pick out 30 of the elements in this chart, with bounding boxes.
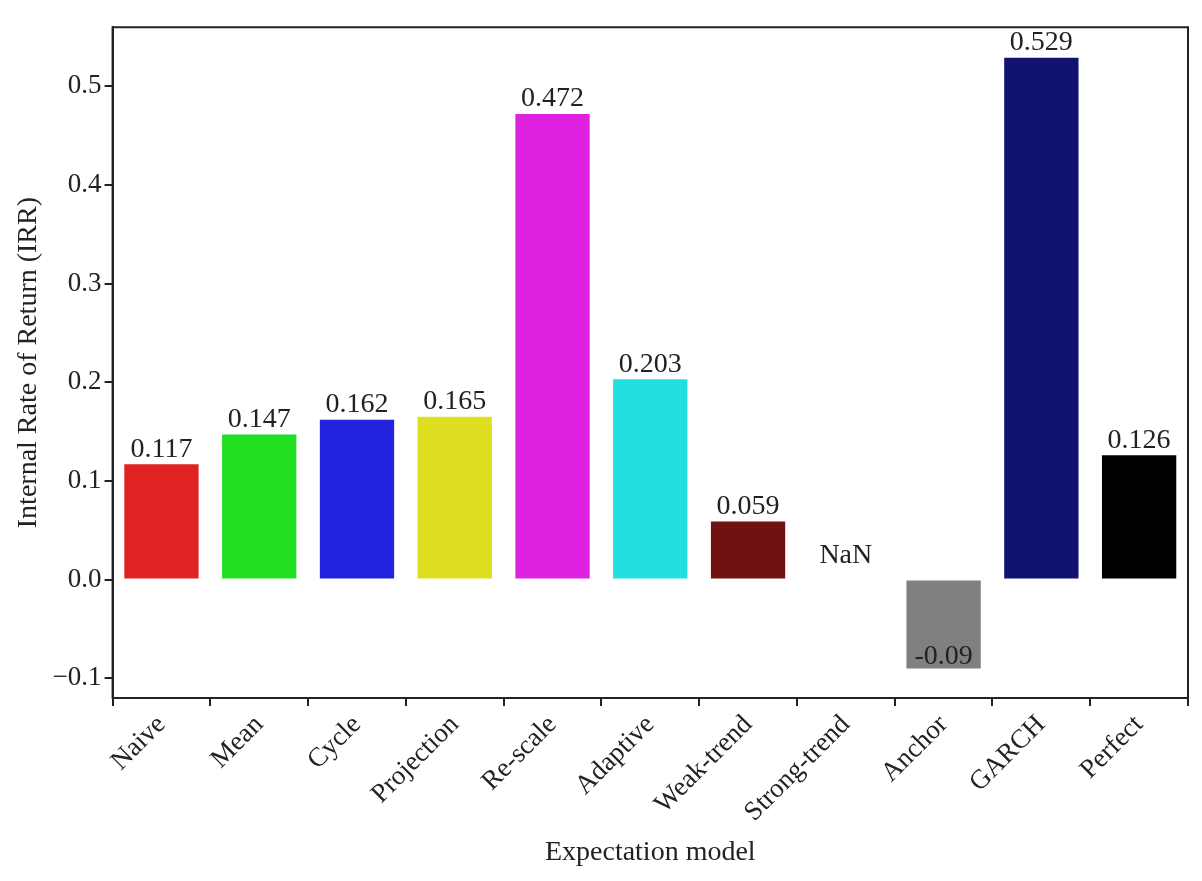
data-label: -0.09 [914,638,973,670]
data-label: 0.165 [423,384,487,416]
y-tick-label: −0.1 [52,661,102,692]
y-tick-label: 0.4 [67,168,103,199]
y-axis-title: Internal Rate of Return (IRR) [11,196,43,529]
data-label: 0.059 [716,488,780,520]
data-label: 0.126 [1107,422,1171,454]
bar [1004,57,1079,579]
bar [906,580,981,669]
y-tick-label: 0.1 [67,464,102,495]
x-axis-title: Expectation model [544,834,756,866]
text: NaN [819,537,873,569]
data-label: 0.162 [325,387,389,419]
y-tick-label: 0.5 [67,69,102,100]
bar [710,521,786,579]
bar [613,379,688,579]
data-label: 0.529 [1009,25,1073,57]
bar [124,464,199,579]
bar [222,434,297,579]
data-label: 0.147 [227,401,291,433]
data-label: 0.117 [130,431,193,463]
data-label: 0.472 [521,81,585,113]
y-tick-label: 0.0 [67,562,102,593]
bar [319,419,395,579]
y-tick-label: 0.2 [67,365,102,396]
bar [1101,455,1177,579]
data-label: 0.203 [618,346,682,378]
bar [417,416,492,579]
bar [515,114,590,579]
y-tick-label: 0.3 [67,266,102,297]
